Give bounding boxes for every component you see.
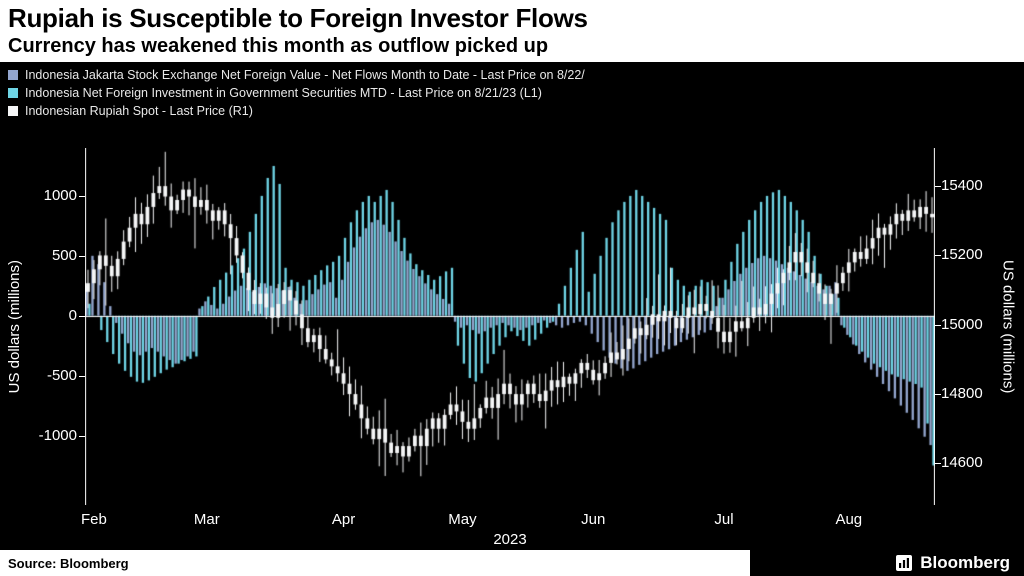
left-axis-tick-mark	[79, 315, 85, 317]
legend-item-rupiah: Indonesian Rupiah Spot - Last Price (R1)	[8, 102, 585, 120]
right-axis-title: US dollars (millions)	[999, 259, 1017, 394]
legend-swatch-rupiah-icon	[8, 106, 18, 116]
left-axis-tick-label: 1000	[43, 186, 77, 204]
chart-plot-area	[85, 148, 935, 505]
bloomberg-logo-text: Bloomberg	[920, 553, 1010, 572]
legend-swatch-stocks-icon	[8, 70, 18, 80]
x-axis-year-label: 2023	[493, 531, 527, 548]
right-axis-tick-mark	[935, 186, 941, 188]
right-axis-tick-label: 15000	[941, 315, 983, 333]
right-axis-tick-label: 14600	[941, 454, 983, 472]
x-axis-month-label: Jun	[581, 511, 606, 528]
right-axis-tick-label: 15400	[941, 177, 983, 195]
left-axis-tick-label: -1000	[38, 426, 77, 444]
chart-subtitle: Currency has weakened this month as outf…	[8, 35, 549, 57]
chart-footer: Source: Bloomberg Bloomberg	[0, 550, 1024, 576]
legend-label-bonds: Indonesia Net Foreign Investment in Gove…	[25, 86, 542, 100]
left-axis-tick-mark	[79, 255, 85, 257]
x-axis-month-label: Mar	[193, 511, 220, 528]
legend-item-bonds: Indonesia Net Foreign Investment in Gove…	[8, 84, 585, 102]
legend-item-stocks: Indonesia Jakarta Stock Exchange Net For…	[8, 66, 585, 84]
x-axis-month-label: May	[448, 511, 477, 528]
page-title: Rupiah is Susceptible to Foreign Investo…	[8, 3, 588, 33]
x-axis-month-label: Aug	[835, 511, 863, 528]
right-axis-tick-mark	[935, 255, 941, 257]
chart-header: Rupiah is Susceptible to Foreign Investo…	[0, 0, 1024, 62]
legend-label-rupiah: Indonesian Rupiah Spot - Last Price (R1)	[25, 104, 253, 118]
chart-legend: Indonesia Jakarta Stock Exchange Net For…	[8, 66, 585, 120]
x-axis-month-label: Apr	[331, 511, 356, 528]
right-axis-tick-mark	[935, 463, 941, 465]
right-axis-tick-mark	[935, 394, 941, 396]
legend-label-stocks: Indonesia Jakarta Stock Exchange Net For…	[25, 68, 585, 82]
x-axis-month-label: Feb	[80, 511, 107, 528]
right-axis-tick-mark	[935, 324, 941, 326]
left-axis-tick-mark	[79, 435, 85, 437]
left-axis-tick-mark	[79, 195, 85, 197]
x-axis-month-label: Jul	[714, 511, 734, 528]
bloomberg-logo: Bloomberg	[750, 550, 1024, 576]
source-text: Source: Bloomberg	[0, 550, 750, 576]
bloomberg-logo-icon	[896, 555, 913, 571]
legend-swatch-bonds-icon	[8, 88, 18, 98]
right-axis-tick-label: 15200	[941, 246, 983, 264]
left-axis-tick-mark	[79, 375, 85, 377]
left-axis-tick-label: -500	[46, 366, 77, 384]
left-axis-tick-label: 500	[51, 246, 77, 264]
right-axis-tick-label: 14800	[941, 385, 983, 403]
left-axis-tick-label: 0	[68, 306, 77, 324]
